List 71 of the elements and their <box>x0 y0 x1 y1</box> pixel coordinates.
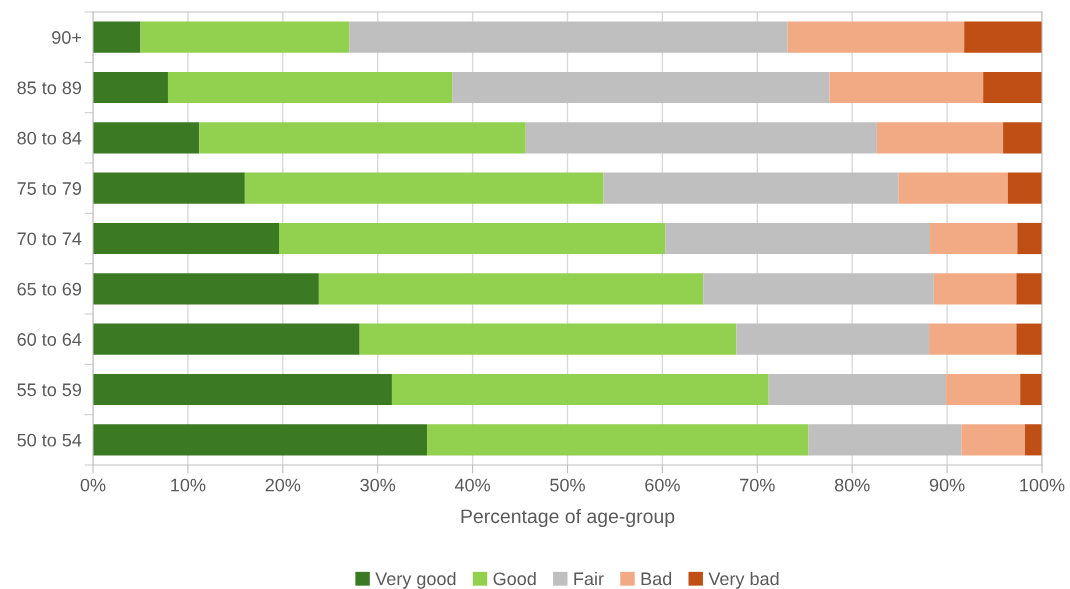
bar <box>1017 222 1042 255</box>
bar <box>1024 424 1042 456</box>
bar <box>93 21 141 53</box>
bar <box>525 122 877 154</box>
legend-label: Bad <box>641 571 672 586</box>
bar <box>787 21 965 53</box>
x-tick-label: 40% <box>454 478 491 492</box>
bar <box>93 172 245 204</box>
bar <box>703 273 934 305</box>
bar <box>898 172 1008 204</box>
y-tick-label: 65 to 69 <box>17 282 82 296</box>
bar <box>929 323 1017 355</box>
bar <box>665 222 931 255</box>
bar <box>768 373 947 406</box>
bar <box>603 172 899 204</box>
y-tick-label: 90+ <box>52 31 81 44</box>
bar <box>199 122 526 154</box>
x-tick-label: 80% <box>834 478 870 492</box>
bar <box>359 323 737 355</box>
bar <box>829 71 984 104</box>
legend-label: Very good <box>375 571 456 589</box>
bar <box>167 71 453 104</box>
bar <box>93 122 200 154</box>
legend-label: Good <box>493 571 536 586</box>
bar <box>964 21 1042 53</box>
bar <box>140 21 350 53</box>
x-tick-label: 100% <box>1020 478 1065 492</box>
x-axis-title: Percentage of age-group <box>461 508 675 528</box>
y-tick-label: 80 to 84 <box>17 131 82 145</box>
bar <box>808 424 962 456</box>
legend-label: Fair <box>574 571 604 586</box>
bar <box>279 222 666 255</box>
bar <box>930 222 1018 255</box>
bar <box>452 71 830 104</box>
bar <box>427 424 809 456</box>
bar <box>983 71 1042 104</box>
bar <box>93 273 319 305</box>
bar <box>93 424 428 456</box>
bar <box>93 323 360 355</box>
bar <box>1020 373 1042 406</box>
x-tick-label: 70% <box>740 478 775 492</box>
x-tick-label: 30% <box>360 478 396 492</box>
y-tick-label: 55 to 59 <box>17 383 82 397</box>
bar <box>1016 273 1042 305</box>
bar <box>1016 323 1042 355</box>
bar <box>93 222 279 255</box>
y-tick-label: 70 to 74 <box>17 232 82 246</box>
bar <box>93 71 168 104</box>
x-tick-label: 90% <box>929 478 965 492</box>
bar <box>961 424 1025 456</box>
bar <box>318 273 704 305</box>
x-tick-label: 60% <box>645 478 680 492</box>
y-tick-label: 50 to 54 <box>17 433 82 447</box>
bar <box>93 373 392 406</box>
y-tick-label: 60 to 64 <box>17 333 82 346</box>
x-tick-label: 10% <box>171 478 206 492</box>
bar <box>244 172 604 204</box>
bar <box>736 323 930 355</box>
legend-label: Very bad <box>708 571 779 589</box>
x-tick-label: 20% <box>265 478 301 492</box>
bar <box>876 122 1004 154</box>
bar <box>946 373 1021 406</box>
bar <box>933 273 1017 305</box>
x-tick-label: 50% <box>550 478 585 492</box>
bar <box>1003 122 1042 154</box>
y-tick-label: 75 to 79 <box>17 182 82 195</box>
bar <box>391 373 769 406</box>
y-tick-label: 85 to 89 <box>17 81 82 95</box>
bar <box>1007 172 1042 204</box>
x-tick-label: 0% <box>80 478 106 492</box>
bar <box>349 21 788 53</box>
